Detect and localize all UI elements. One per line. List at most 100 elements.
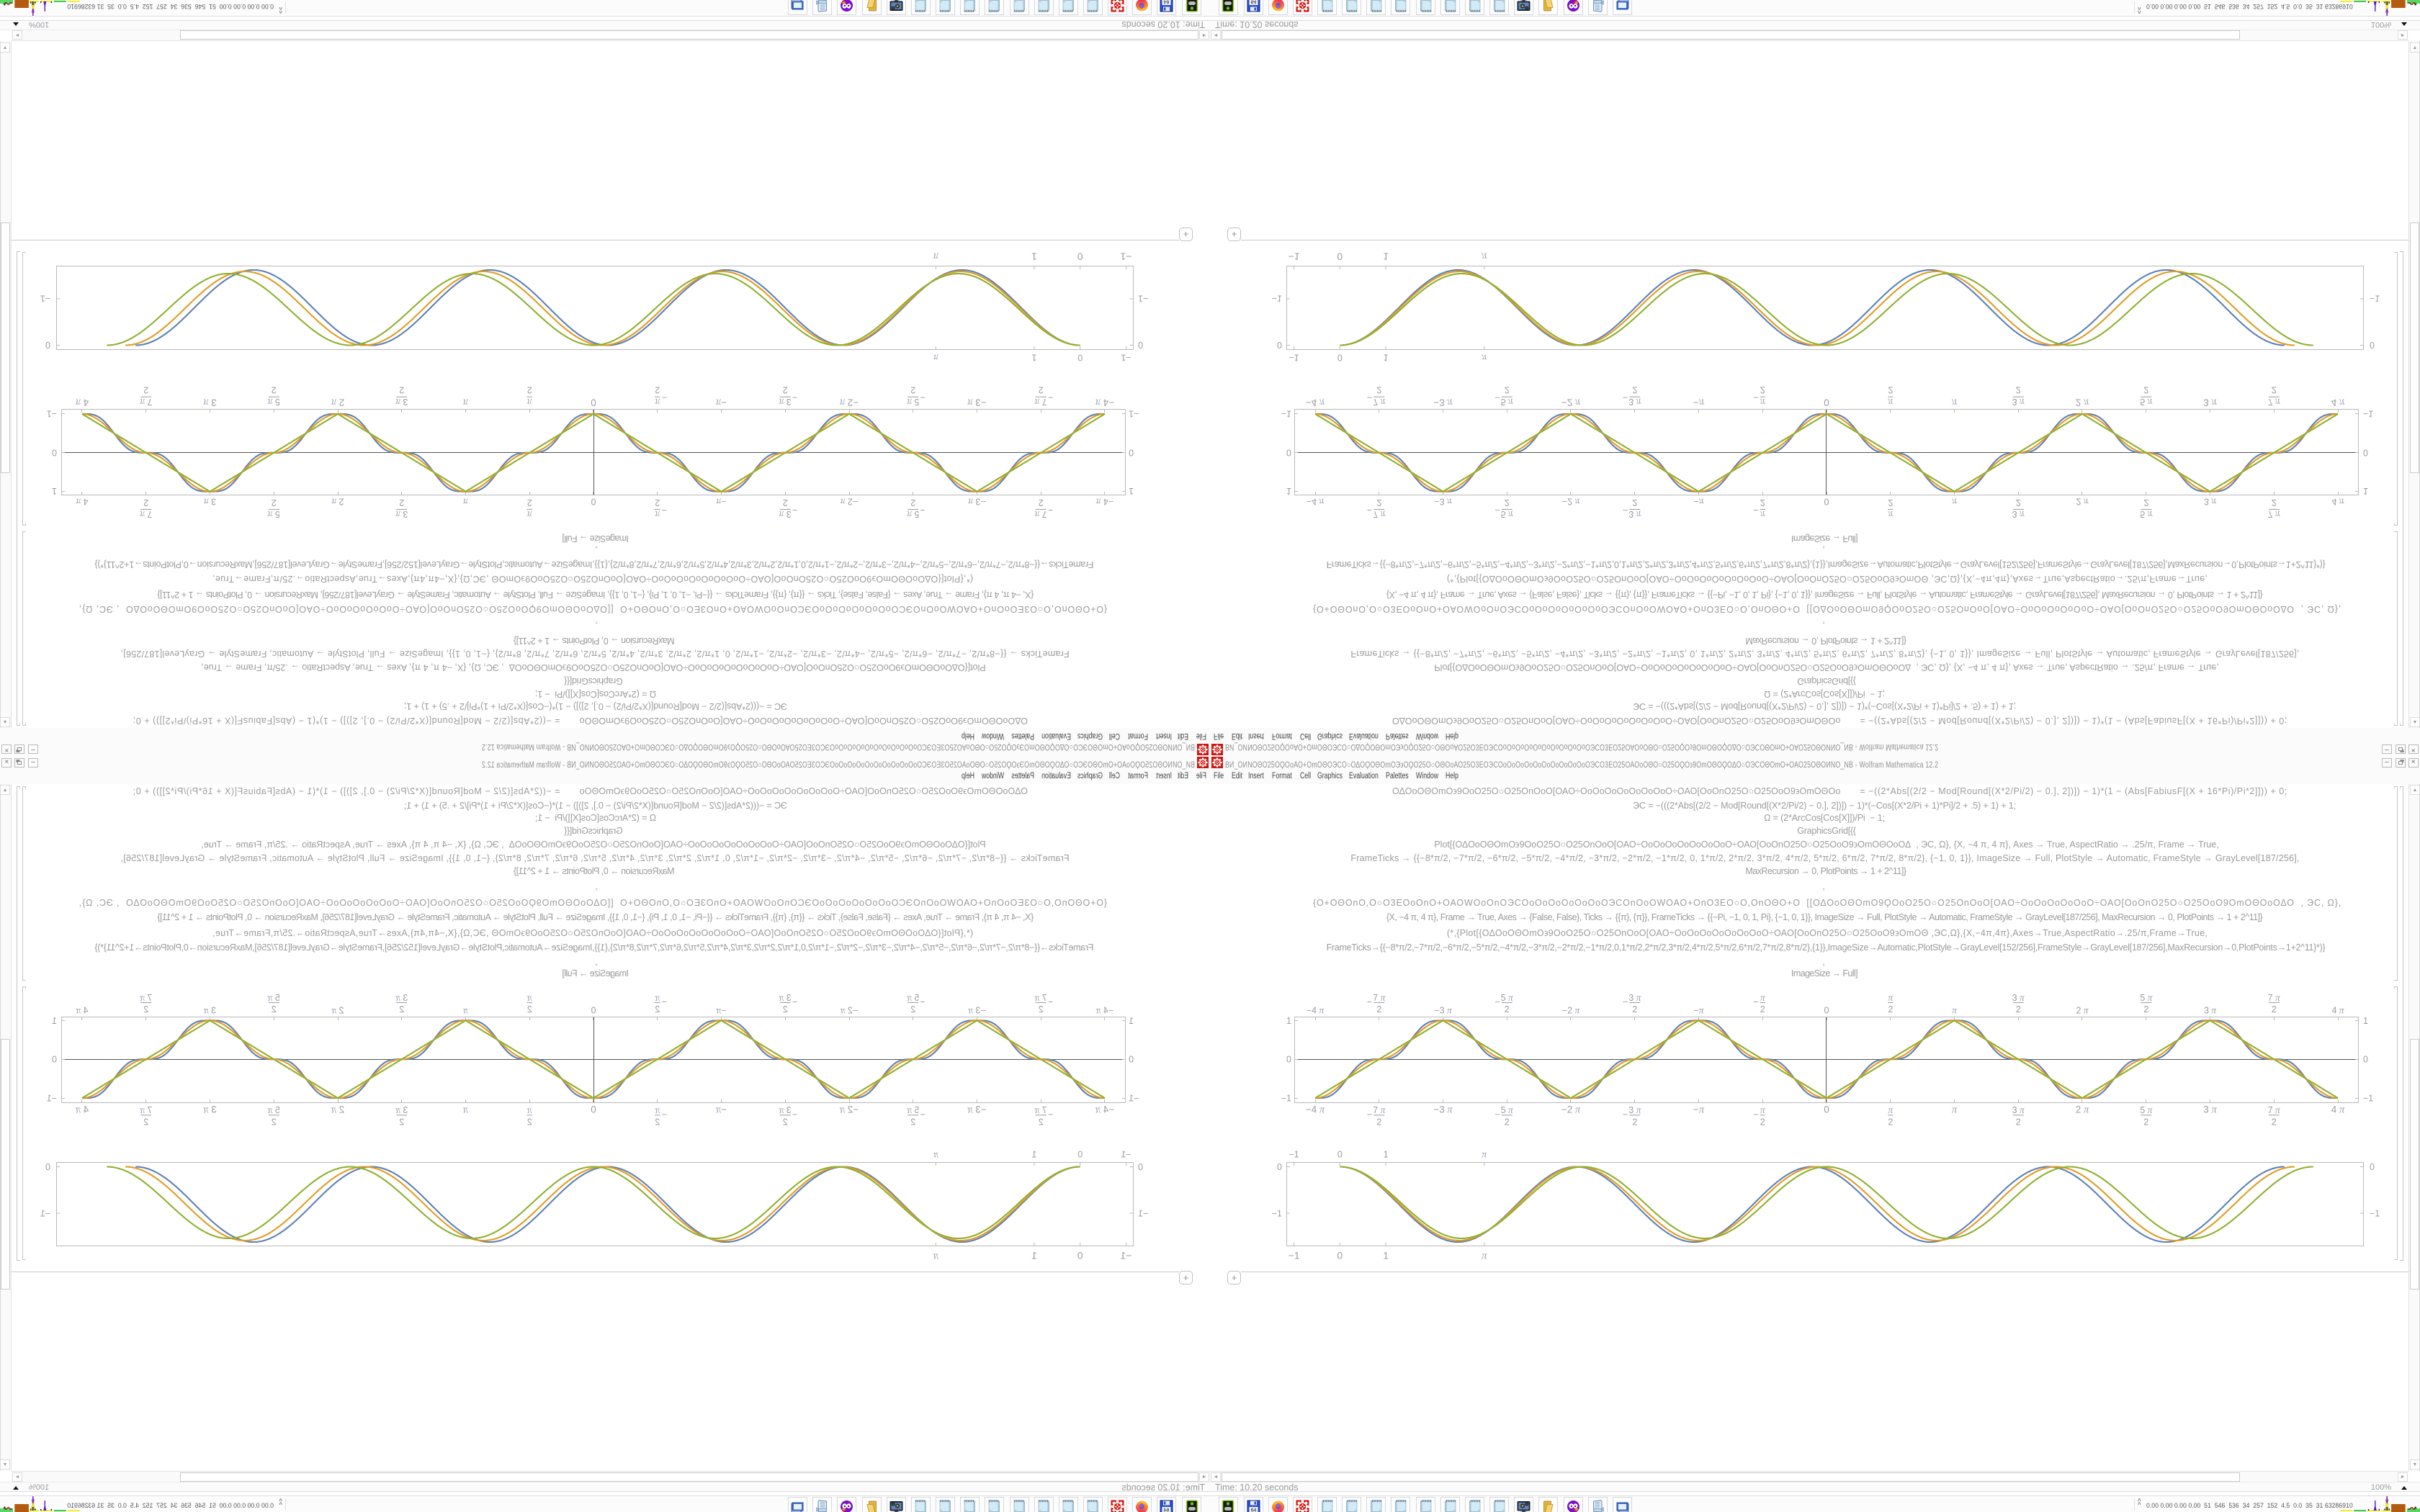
svg-text:π: π [462, 397, 468, 408]
svg-text:1: 1 [1286, 1016, 1291, 1026]
svg-text:5 π: 5 π [266, 992, 279, 1003]
svg-text:π: π [1760, 1104, 1766, 1115]
svg-text:1: 1 [2363, 1016, 2368, 1026]
svg-text:−1: −1 [40, 294, 50, 304]
svg-text:−2 π: −2 π [840, 497, 859, 508]
svg-text:−1: −1 [1129, 408, 1139, 418]
svg-text:−: − [920, 505, 925, 516]
svg-text:2: 2 [399, 1004, 404, 1014]
svg-text:4 π: 4 π [75, 1005, 88, 1016]
svg-text:0: 0 [1824, 1006, 1829, 1016]
svg-text:−: − [1048, 1110, 1053, 1120]
svg-text:1: 1 [1031, 352, 1036, 362]
svg-text:π: π [526, 509, 532, 520]
svg-text:−: − [920, 1110, 925, 1120]
svg-text:π: π [1482, 352, 1487, 363]
svg-text:2: 2 [527, 498, 532, 508]
svg-text:−π: −π [1693, 397, 1705, 408]
svg-text:3 π: 3 π [203, 397, 217, 408]
svg-text:1: 1 [1384, 1150, 1389, 1160]
svg-text:0: 0 [1138, 1162, 1143, 1172]
svg-text:0: 0 [52, 1055, 57, 1065]
svg-text:−: − [792, 392, 797, 402]
svg-text:−π: −π [715, 1005, 726, 1016]
svg-text:−1: −1 [1129, 1094, 1139, 1104]
svg-text:−: − [1367, 392, 1372, 402]
svg-text:4 π: 4 π [2331, 1005, 2344, 1016]
svg-text:−2 π: −2 π [1561, 1104, 1581, 1116]
svg-text:2: 2 [655, 385, 660, 395]
svg-text:5 π: 5 π [2140, 509, 2153, 520]
svg-text:−1: −1 [2363, 408, 2373, 418]
svg-text:2: 2 [1632, 498, 1637, 508]
svg-text:2: 2 [2016, 385, 2021, 395]
svg-text:2: 2 [527, 385, 532, 395]
svg-text:−2 π: −2 π [1562, 497, 1581, 508]
svg-text:2: 2 [527, 1117, 532, 1128]
svg-text:2: 2 [2272, 1004, 2277, 1014]
svg-text:π: π [1888, 397, 1894, 408]
svg-text:π: π [933, 251, 938, 262]
svg-text:5 π: 5 π [1501, 397, 1514, 408]
svg-text:3 π: 3 π [1628, 509, 1641, 520]
svg-text:2: 2 [655, 498, 660, 508]
svg-text:π: π [462, 497, 468, 508]
svg-text:−: − [1048, 997, 1053, 1007]
svg-text:1: 1 [1129, 1016, 1134, 1026]
svg-text:2 π: 2 π [331, 1104, 344, 1116]
svg-text:−4 π: −4 π [1306, 397, 1325, 408]
svg-text:2 π: 2 π [331, 1005, 344, 1016]
svg-text:5 π: 5 π [1501, 509, 1514, 520]
svg-text:2: 2 [1888, 1117, 1893, 1128]
svg-text:64: 64 [1164, 1508, 1170, 1512]
svg-text:2 π: 2 π [2076, 397, 2089, 408]
svg-text:−: − [1048, 392, 1053, 402]
svg-text:0: 0 [1337, 352, 1343, 362]
svg-text:−: − [1494, 997, 1500, 1007]
svg-text:3 π: 3 π [203, 1104, 217, 1116]
svg-text:π: π [526, 397, 532, 408]
svg-text:0: 0 [1286, 1055, 1291, 1065]
svg-text:−3 π: −3 π [1433, 1104, 1453, 1116]
svg-text:2: 2 [783, 1004, 788, 1014]
svg-text:2: 2 [2143, 498, 2148, 508]
svg-text:−1: −1 [2363, 1094, 2373, 1104]
svg-text:2: 2 [783, 498, 788, 508]
svg-text:2: 2 [1039, 385, 1044, 395]
svg-text:π: π [933, 352, 938, 363]
svg-text:2: 2 [1760, 1004, 1765, 1014]
svg-text:2 π: 2 π [2076, 1104, 2089, 1116]
svg-text:−1: −1 [1289, 1250, 1300, 1261]
svg-text:0: 0 [1277, 340, 1282, 350]
svg-text:0: 0 [591, 497, 596, 507]
svg-text:2: 2 [1039, 1004, 1044, 1014]
svg-text:−1: −1 [47, 408, 57, 418]
svg-text:2: 2 [910, 498, 915, 508]
svg-text:2: 2 [655, 1117, 660, 1128]
svg-text:1: 1 [2363, 486, 2368, 496]
svg-text:π: π [654, 397, 660, 408]
svg-text:3 π: 3 π [395, 397, 408, 408]
svg-text:0: 0 [1077, 251, 1083, 263]
svg-text:2: 2 [1760, 385, 1765, 395]
svg-text:2: 2 [272, 1004, 277, 1014]
svg-text:3 π: 3 π [778, 1104, 791, 1115]
svg-text:−: − [1753, 997, 1758, 1007]
svg-text:−: − [1367, 997, 1372, 1007]
svg-text:π: π [1952, 397, 1958, 408]
svg-text:3 π: 3 π [778, 509, 791, 520]
svg-text:0: 0 [1138, 340, 1143, 350]
svg-text:0: 0 [1129, 447, 1134, 457]
svg-text:0: 0 [2363, 447, 2368, 457]
svg-text:3 π: 3 π [395, 509, 408, 520]
svg-text:0: 0 [1077, 1150, 1083, 1160]
svg-text:−3 π: −3 π [967, 397, 987, 408]
svg-text:3 π: 3 π [395, 1104, 408, 1115]
svg-text:2: 2 [1376, 385, 1381, 395]
svg-text:1: 1 [52, 486, 57, 496]
svg-text:−1: −1 [1281, 1094, 1291, 1104]
svg-text:7 π: 7 π [1373, 509, 1386, 520]
svg-text:3 π: 3 π [203, 497, 216, 508]
svg-text:7 π: 7 π [2268, 992, 2281, 1003]
svg-text:−1: −1 [2370, 1209, 2380, 1219]
